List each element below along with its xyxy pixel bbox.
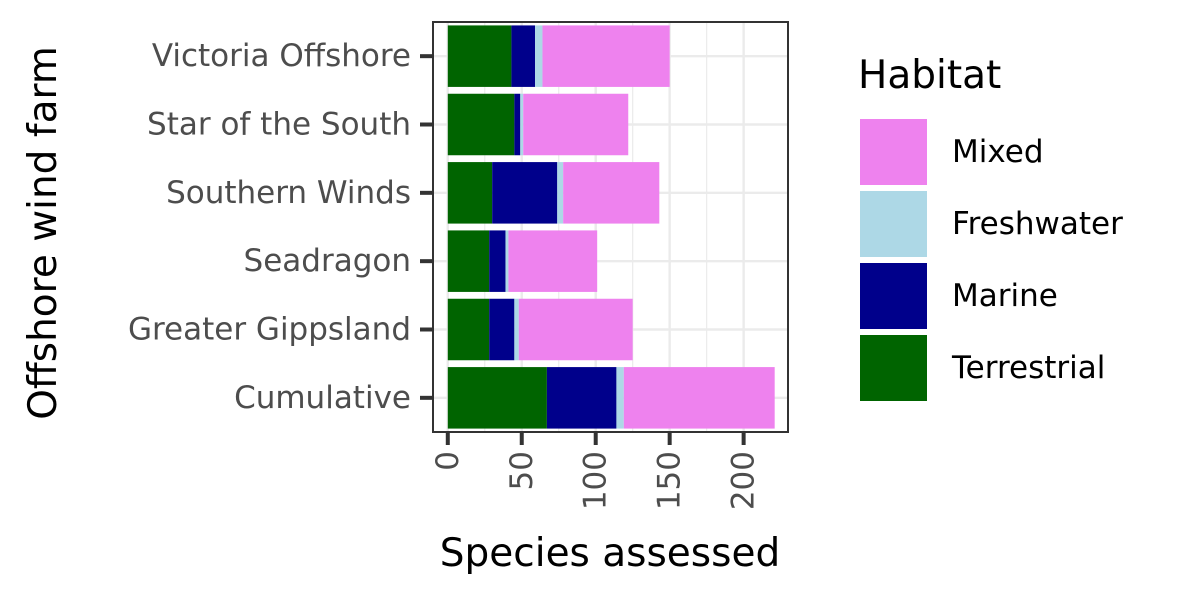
bar-terrestrial-cumulative: [447, 367, 547, 429]
legend: Habitat Mixed Freshwater Marine Terrestrial: [858, 53, 1123, 401]
bar-mixed-cumulative: [623, 367, 775, 429]
y-tick-label: Greater Gippsland: [128, 312, 411, 348]
bar-mixed-victoria-offshore: [542, 25, 670, 87]
bar-mixed-star-of-the-south: [523, 93, 629, 156]
legend-key-terrestrial: [860, 335, 927, 401]
legend-key-mixed: [860, 119, 927, 185]
legend-key-freshwater: [860, 191, 927, 257]
bar-marine-star-of-the-south: [514, 93, 521, 156]
bar-marine-seadragon: [489, 230, 506, 292]
y-tick-label: Cumulative: [234, 380, 411, 416]
bar-marine-greater-gippsland: [489, 298, 515, 361]
bar-mixed-southern-winds: [563, 162, 660, 224]
x-axis-ticks: 0 50 100 150 200: [430, 432, 762, 510]
legend-key-marine: [860, 263, 927, 329]
bar-terrestrial-southern-winds: [447, 162, 493, 224]
y-axis-title: Offshore wind farm: [21, 46, 66, 420]
bar-marine-southern-winds: [492, 162, 558, 224]
bar-freshwater-greater-gippsland: [514, 298, 519, 361]
y-tick-label: Victoria Offshore: [152, 38, 411, 74]
bars: [447, 25, 775, 429]
bar-freshwater-victoria-offshore: [535, 25, 543, 87]
bar-marine-cumulative: [546, 367, 617, 429]
bar-terrestrial-star-of-the-south: [447, 93, 515, 156]
y-tick-label: Star of the South: [147, 107, 411, 143]
legend-title: Habitat: [858, 53, 1001, 98]
legend-label-marine: Marine: [952, 278, 1058, 314]
x-tick-label: 100: [578, 451, 614, 510]
bar-terrestrial-victoria-offshore: [447, 25, 512, 87]
bar-freshwater-cumulative: [616, 367, 624, 429]
x-tick-label: 0: [430, 451, 466, 471]
bar-mixed-greater-gippsland: [518, 298, 633, 361]
panel-border: [432, 21, 789, 433]
bar-terrestrial-greater-gippsland: [447, 298, 490, 361]
y-tick-label: Southern Winds: [166, 175, 411, 211]
legend-label-freshwater: Freshwater: [952, 206, 1123, 242]
bar-mixed-seadragon: [508, 230, 598, 292]
grid-minor: [484, 22, 708, 432]
legend-label-mixed: Mixed: [952, 134, 1044, 170]
legend-label-terrestrial: Terrestrial: [951, 350, 1105, 386]
x-tick-label: 150: [652, 451, 688, 510]
bar-freshwater-southern-winds: [557, 162, 564, 224]
y-axis-ticks: Cumulative Greater Gippsland Seadragon Sout…: [128, 38, 433, 416]
bar-freshwater-star-of-the-south: [520, 93, 524, 156]
bar-marine-victoria-offshore: [511, 25, 536, 87]
x-tick-label: 50: [504, 451, 540, 490]
bar-freshwater-seadragon: [505, 230, 509, 292]
x-axis-title: Species assessed: [440, 531, 780, 576]
bar-terrestrial-seadragon: [447, 230, 490, 292]
y-tick-label: Seadragon: [244, 243, 411, 279]
x-tick-label: 200: [726, 451, 762, 510]
